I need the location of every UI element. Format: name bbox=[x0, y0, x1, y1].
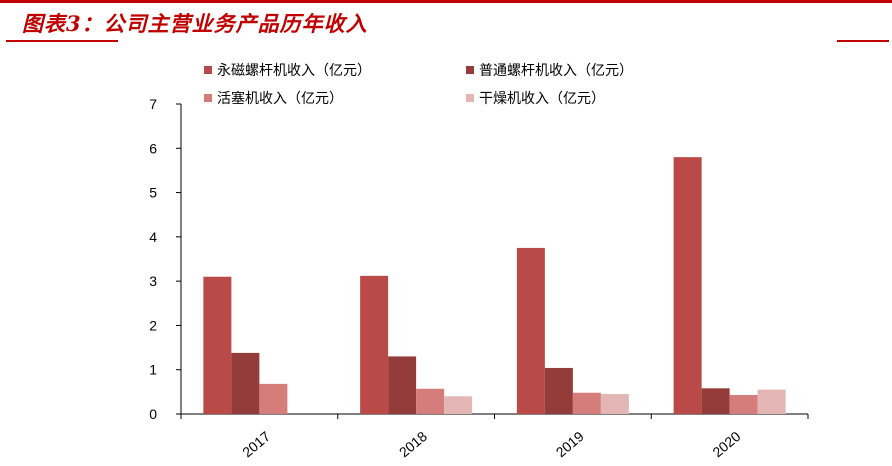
bar bbox=[600, 394, 629, 414]
bar bbox=[757, 389, 786, 414]
bar bbox=[388, 356, 417, 414]
bar bbox=[516, 247, 545, 414]
legend-label: 永磁螺杆机收入（亿元） bbox=[217, 63, 371, 79]
bar bbox=[416, 388, 445, 414]
x-tick-label: 2018 bbox=[396, 428, 430, 460]
x-tick-label: 2017 bbox=[239, 428, 273, 460]
legend-swatch bbox=[204, 94, 212, 102]
y-tick-label: 3 bbox=[149, 273, 157, 289]
x-tick-label: 2019 bbox=[553, 428, 587, 460]
legend-swatch bbox=[204, 66, 212, 74]
bar bbox=[572, 392, 601, 414]
x-tick-label: 2020 bbox=[709, 428, 743, 460]
y-tick-label: 5 bbox=[149, 185, 157, 201]
bar bbox=[360, 275, 389, 414]
y-tick-label: 7 bbox=[149, 96, 157, 112]
legend-swatch bbox=[466, 94, 474, 102]
y-tick-label: 4 bbox=[149, 229, 157, 245]
bar bbox=[203, 276, 232, 414]
y-tick-label: 0 bbox=[149, 406, 157, 422]
legend-label: 活塞机收入（亿元） bbox=[217, 90, 343, 107]
figure-title: 图表3：公司主营业务产品历年收入 bbox=[22, 11, 368, 36]
title-underline-right bbox=[837, 40, 889, 42]
top-rule bbox=[0, 0, 892, 3]
bar bbox=[701, 388, 730, 414]
legend-label: 普通螺杆机收入（亿元） bbox=[479, 63, 633, 79]
legend-label: 干燥机收入（亿元） bbox=[479, 91, 605, 107]
bar bbox=[444, 396, 473, 414]
y-tick-label: 1 bbox=[149, 362, 157, 378]
legend-swatch bbox=[466, 66, 474, 74]
y-tick-label: 2 bbox=[149, 317, 157, 333]
bar bbox=[259, 383, 288, 414]
bar bbox=[544, 367, 573, 414]
y-tick-label: 6 bbox=[149, 140, 157, 156]
bar bbox=[673, 157, 702, 414]
bar bbox=[729, 394, 758, 414]
bar bbox=[231, 352, 260, 414]
title-underline bbox=[6, 40, 118, 42]
